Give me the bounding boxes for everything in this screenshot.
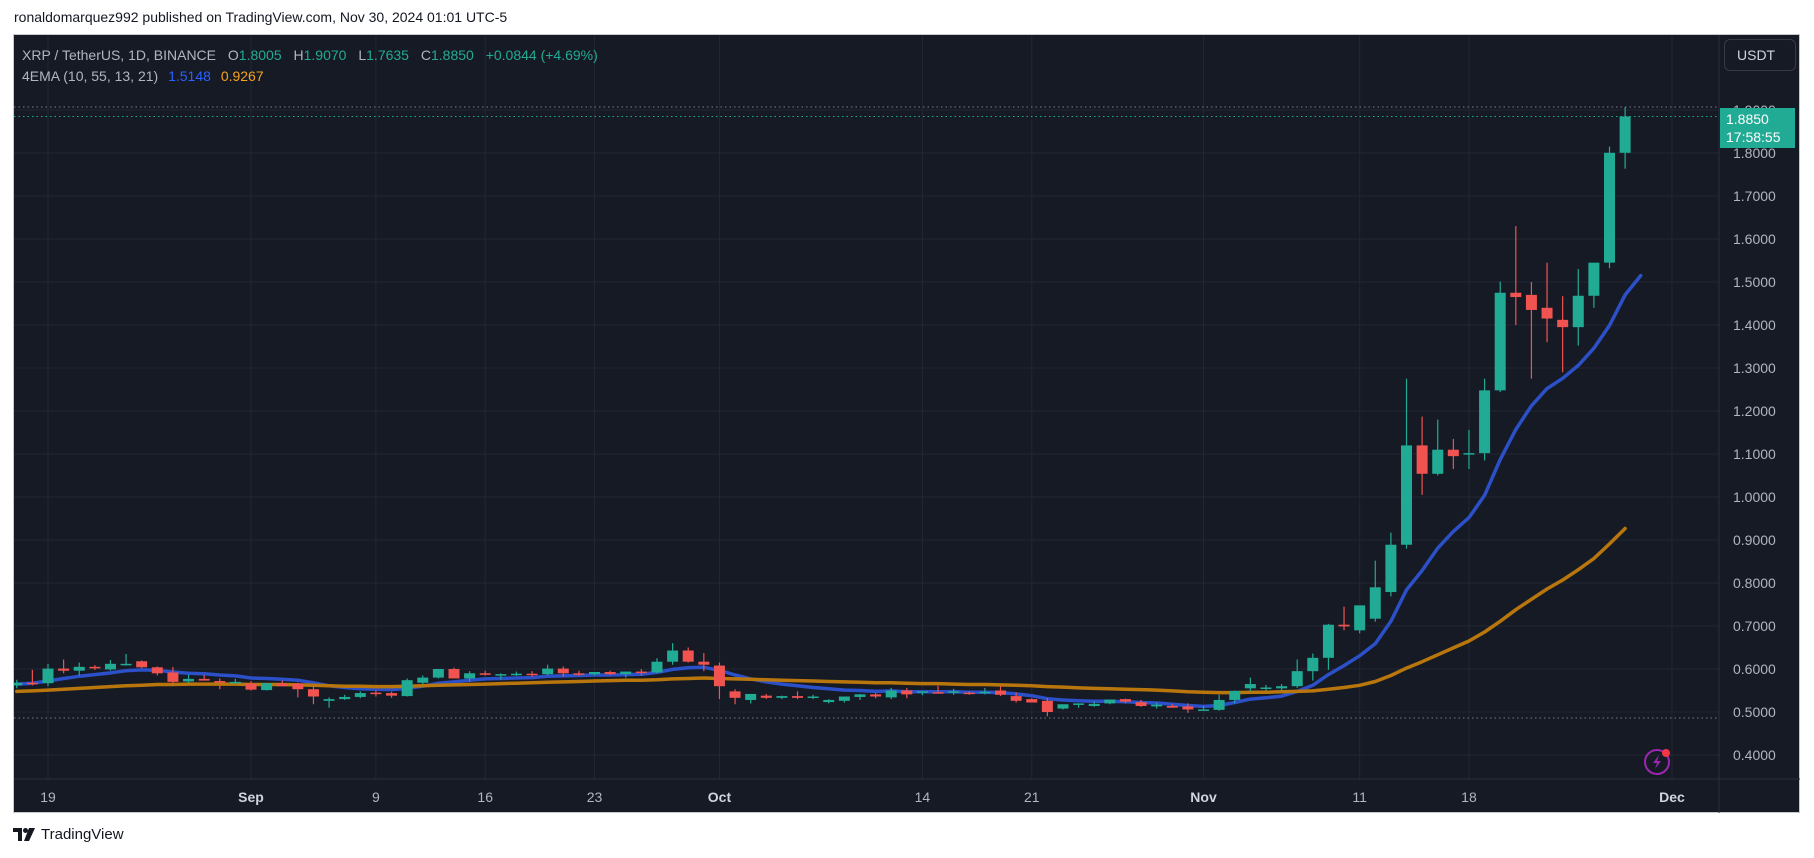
last-price-tag: 1.8850 17:58:55: [1720, 108, 1795, 148]
change-value: +0.0844 (+4.69%): [485, 47, 598, 63]
svg-text:1.2000: 1.2000: [1733, 403, 1776, 419]
svg-text:0.5000: 0.5000: [1733, 704, 1776, 720]
symbol-title[interactable]: XRP / TetherUS, 1D, BINANCE: [22, 47, 216, 63]
svg-text:0.9000: 0.9000: [1733, 532, 1776, 548]
svg-text:Oct: Oct: [708, 789, 732, 805]
svg-text:1.3000: 1.3000: [1733, 360, 1776, 376]
svg-text:0.6000: 0.6000: [1733, 661, 1776, 677]
time-axis[interactable]: 19 Sep 9 16 23 Oct 14 21 Nov 11 18 Dec: [40, 789, 1685, 805]
open-value: 1.8005: [238, 47, 282, 63]
svg-text:Sep: Sep: [238, 789, 264, 805]
price-axis[interactable]: 0.4000 0.5000 0.6000 0.7000 0.8000 0.9000 1.00…: [1733, 102, 1776, 763]
svg-text:1.8000: 1.8000: [1733, 145, 1776, 161]
currency-button[interactable]: USDT: [1724, 39, 1796, 71]
svg-text:0.7000: 0.7000: [1733, 618, 1776, 634]
svg-text:23: 23: [587, 789, 603, 805]
svg-text:18: 18: [1461, 789, 1477, 805]
last-price-value: 1.8850: [1726, 111, 1769, 127]
published-by-text: ronaldomarquez992 published on TradingVi…: [14, 9, 508, 25]
close-value: 1.8850: [430, 47, 474, 63]
tradingview-logo[interactable]: TradingView: [13, 826, 124, 843]
indicator-row: 4EMA (10, 55, 13, 21) 1.5148 0.9267: [22, 66, 598, 87]
tradingview-logo-icon: [13, 828, 35, 841]
ema-slow-value: 0.9267: [220, 68, 264, 84]
low-value: 1.7635: [366, 47, 409, 63]
svg-text:1.0000: 1.0000: [1733, 489, 1776, 505]
svg-text:1.5000: 1.5000: [1733, 274, 1776, 290]
svg-text:21: 21: [1024, 789, 1040, 805]
ema-fast-value: 1.5148: [168, 68, 211, 84]
indicator-title[interactable]: 4EMA (10, 55, 13, 21): [22, 68, 159, 84]
chart-legend: XRP / TetherUS, 1D, BINANCE O1.8005 H1.9…: [22, 45, 598, 87]
symbol-row: XRP / TetherUS, 1D, BINANCE O1.8005 H1.9…: [22, 47, 598, 63]
svg-text:1.4000: 1.4000: [1733, 317, 1776, 333]
svg-text:0.8000: 0.8000: [1733, 575, 1776, 591]
svg-text:Nov: Nov: [1190, 789, 1217, 805]
price-lines: [14, 106, 1719, 719]
svg-text:1.6000: 1.6000: [1733, 231, 1776, 247]
bar-countdown: 17:58:55: [1726, 129, 1781, 145]
svg-text:Dec: Dec: [1659, 789, 1685, 805]
svg-text:19: 19: [40, 789, 56, 805]
ema-lines: [15, 273, 1643, 709]
lightning-icon[interactable]: [1644, 749, 1670, 775]
svg-text:0.4000: 0.4000: [1733, 747, 1776, 763]
svg-text:9: 9: [372, 789, 380, 805]
svg-text:16: 16: [477, 789, 493, 805]
svg-text:11: 11: [1352, 789, 1367, 805]
svg-text:1.1000: 1.1000: [1733, 446, 1776, 462]
tradingview-brand: TradingView: [41, 826, 124, 843]
candles: [14, 106, 1631, 717]
svg-text:1.7000: 1.7000: [1733, 188, 1776, 204]
high-value: 1.9070: [303, 47, 347, 63]
svg-text:14: 14: [915, 789, 931, 805]
